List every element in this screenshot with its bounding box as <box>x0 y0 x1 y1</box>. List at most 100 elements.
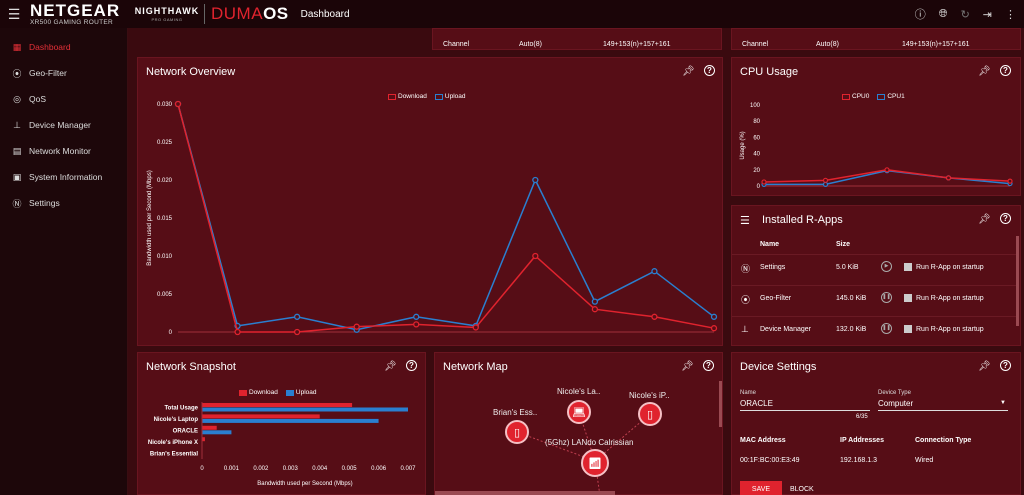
help-icon[interactable]: ? <box>704 65 715 76</box>
data-point <box>413 313 420 320</box>
legend-cpu1[interactable]: CPU1 <box>877 93 905 100</box>
x-tick-label: 0 <box>200 466 204 472</box>
more-icon[interactable]: ⋮ <box>1005 8 1016 21</box>
play-pause-icon[interactable]: ❚❚ <box>881 323 892 334</box>
pin-icon[interactable]: 📌︎ <box>978 361 991 372</box>
router-label: (5Ghz) LANdo Calrissian <box>545 438 634 447</box>
series-line-upload <box>177 103 715 331</box>
y-tick-label: 80 <box>753 119 760 125</box>
laptop-icon[interactable]: 💻︎ <box>567 400 591 424</box>
device-name-input[interactable]: ORACLE <box>740 399 870 411</box>
legend-cpu0[interactable]: CPU0 <box>842 93 869 100</box>
legend-upload[interactable]: Upload <box>434 93 466 100</box>
connection-value: Wired <box>915 457 934 464</box>
node-label: Nicole's iP.. <box>629 391 670 400</box>
data-point <box>174 100 182 108</box>
y-tick-label: 0.015 <box>157 216 173 222</box>
x-tick-label: 0.003 <box>283 466 299 472</box>
play-pause-icon[interactable]: ▶ <box>881 261 892 272</box>
x-tick-label: 0.001 <box>224 466 240 472</box>
language-icon[interactable]: 🌐︎ <box>938 7 948 20</box>
startup-toggle[interactable]: Run R-App on startup <box>904 294 984 302</box>
help-icon[interactable]: ? <box>1000 65 1011 76</box>
col-header-size: Size <box>836 241 851 248</box>
data-point <box>472 324 479 331</box>
data-point <box>532 176 539 184</box>
ip-value: 192.168.1.3 <box>840 457 877 464</box>
help-icon[interactable]: ? <box>703 360 714 371</box>
pin-icon[interactable]: 📌︎ <box>681 361 694 372</box>
dashboard-icon: ▦ <box>12 41 22 52</box>
y-category-label: Brian's Essential <box>150 451 198 457</box>
logout-icon[interactable]: ⇥ <box>982 8 992 21</box>
node-label: Nicole's La.. <box>557 387 601 396</box>
menu-icon[interactable]: ☰ <box>7 5 21 22</box>
help-icon[interactable]: ? <box>406 360 417 371</box>
bar-upload <box>202 430 232 435</box>
dumaos-logo: DUMAOS <box>211 4 289 23</box>
save-button[interactable]: SAVE <box>740 481 782 495</box>
legend-download[interactable]: Download <box>239 389 278 396</box>
x-tick-label: 0.002 <box>253 466 269 472</box>
data-point <box>651 268 658 275</box>
data-point <box>353 323 360 330</box>
top-bar: ☰ NETGEAR XR500 GAMING ROUTER NIGHTHAWK … <box>0 0 1024 28</box>
data-point <box>293 328 301 336</box>
cpu-usage-chart: 100 80 60 40 20 0 Usage (%) <box>740 103 1013 190</box>
device-manager-icon: ⊥ <box>13 119 21 130</box>
sidebar-item-geo-filter[interactable]: ⦿ Geo-Filter <box>12 68 67 79</box>
sidebar-item-qos[interactable]: ◎ QoS <box>0 86 127 112</box>
geo-filter-icon: ⦿ <box>12 68 22 79</box>
data-point <box>710 325 718 332</box>
checkbox[interactable] <box>904 325 912 333</box>
startup-toggle[interactable]: Run R-App on startup <box>904 325 984 333</box>
block-button[interactable]: BLOCK <box>790 481 814 495</box>
bar-download <box>202 425 217 430</box>
info-icon[interactable]: ⓘ <box>914 9 926 21</box>
system-info-icon: ▣ <box>12 171 22 182</box>
wifi-icon[interactable]: 📶︎ <box>581 449 609 477</box>
scrollbar-horizontal[interactable] <box>435 491 615 495</box>
phone-icon[interactable]: ▯ <box>505 420 529 444</box>
caret-down-icon: ▼ <box>1000 400 1006 406</box>
pin-icon[interactable]: 📌︎ <box>978 214 991 225</box>
sidebar-item-network-monitor[interactable]: ▤ Network Monitor <box>12 145 91 157</box>
network-snapshot-chart: Total Usage Nicole's Laptop ORACLE Nicole's… <box>148 402 416 487</box>
pin-icon[interactable]: 📌︎ <box>682 66 695 77</box>
scrollbar[interactable] <box>719 381 722 427</box>
play-pause-icon[interactable]: ❚❚ <box>881 292 892 303</box>
sidebar-item-system-information[interactable]: ▣ System Information <box>12 171 103 183</box>
sidebar-item-dashboard[interactable]: ▦ Dashboard <box>12 41 71 53</box>
legend-download[interactable]: Download <box>388 93 427 100</box>
legend-upload[interactable]: Upload <box>285 389 317 396</box>
data-point <box>651 313 658 320</box>
startup-toggle[interactable]: Run R-App on startup <box>904 263 984 271</box>
refresh-icon[interactable]: ↻ <box>960 8 970 21</box>
help-icon[interactable]: ? <box>1000 360 1011 371</box>
panel-title: Network Map <box>443 361 508 373</box>
data-point <box>945 175 952 181</box>
network-map-links <box>516 411 651 495</box>
divider <box>204 4 205 24</box>
pin-icon[interactable]: 📌︎ <box>384 361 397 372</box>
checkbox[interactable] <box>904 263 912 271</box>
panel-title: Installed R-Apps <box>762 214 843 226</box>
phone-icon[interactable]: ▯ <box>638 402 662 426</box>
sidebar-item-device-manager[interactable]: ⊥ Device Manager <box>0 112 127 138</box>
mac-value: 00:1F:BC:00:E3:49 <box>740 457 800 464</box>
checkbox[interactable] <box>904 294 912 302</box>
sidebar-item-settings[interactable]: Ⓝ Settings <box>12 198 60 209</box>
help-icon[interactable]: ? <box>1000 213 1011 224</box>
scrollbar[interactable] <box>1016 236 1019 326</box>
panel-title: Network Snapshot <box>146 361 236 373</box>
data-point <box>710 313 718 320</box>
y-tick-label: 0.010 <box>157 254 173 260</box>
page-title: Dashboard <box>300 8 350 20</box>
x-tick-label: 0.006 <box>371 466 387 472</box>
rapp-name: Settings <box>760 264 786 271</box>
y-tick-label: 0.025 <box>157 140 173 146</box>
data-point <box>761 179 767 185</box>
pin-icon[interactable]: 📌︎ <box>978 66 991 77</box>
network-monitor-icon: ▤ <box>12 145 22 156</box>
device-type-select[interactable]: Computer ▼ <box>878 399 1008 411</box>
